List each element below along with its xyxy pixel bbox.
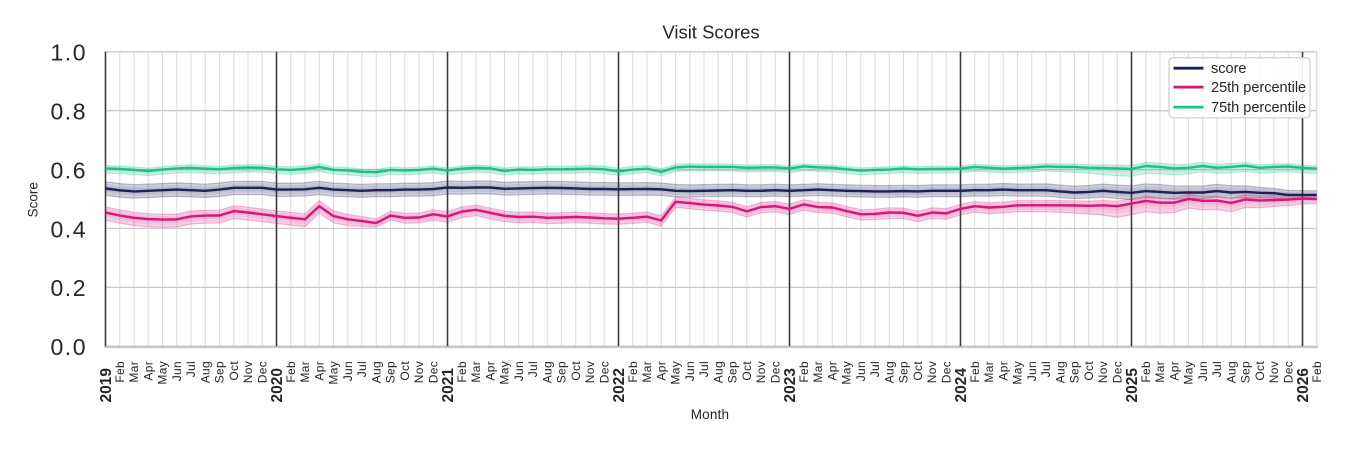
svg-text:Mar: Mar bbox=[298, 361, 312, 383]
svg-text:Mar: Mar bbox=[469, 361, 483, 383]
svg-text:2020: 2020 bbox=[269, 368, 286, 402]
svg-text:Jun: Jun bbox=[512, 361, 526, 381]
svg-text:Jun: Jun bbox=[854, 361, 868, 381]
svg-text:May: May bbox=[498, 361, 512, 385]
svg-text:Apr: Apr bbox=[996, 361, 1010, 381]
svg-text:Nov: Nov bbox=[241, 361, 255, 383]
svg-text:Oct: Oct bbox=[227, 361, 241, 381]
svg-text:Apr: Apr bbox=[312, 361, 326, 381]
svg-text:Aug: Aug bbox=[198, 361, 212, 383]
svg-text:Sep: Sep bbox=[213, 361, 227, 383]
svg-text:Oct: Oct bbox=[911, 361, 925, 381]
svg-text:Aug: Aug bbox=[369, 361, 383, 383]
svg-text:Apr: Apr bbox=[483, 361, 497, 381]
svg-text:Feb: Feb bbox=[626, 361, 640, 383]
svg-text:Nov: Nov bbox=[925, 361, 939, 383]
svg-text:Oct: Oct bbox=[569, 361, 583, 381]
svg-text:May: May bbox=[840, 361, 854, 385]
svg-text:Oct: Oct bbox=[1082, 361, 1096, 381]
svg-text:Jul: Jul bbox=[526, 361, 540, 377]
svg-text:Nov: Nov bbox=[412, 361, 426, 383]
svg-text:Dec: Dec bbox=[939, 361, 953, 383]
svg-text:2023: 2023 bbox=[782, 368, 799, 403]
svg-text:2021: 2021 bbox=[440, 368, 457, 403]
svg-text:Aug: Aug bbox=[540, 361, 554, 383]
svg-text:Jul: Jul bbox=[355, 361, 369, 377]
svg-text:Sep: Sep bbox=[555, 361, 569, 383]
svg-text:0.2: 0.2 bbox=[51, 275, 87, 301]
svg-text:Jun: Jun bbox=[683, 361, 697, 381]
svg-text:Sep: Sep bbox=[897, 361, 911, 383]
svg-text:2026: 2026 bbox=[1295, 368, 1312, 403]
svg-text:Sep: Sep bbox=[1239, 361, 1253, 383]
svg-text:Score: Score bbox=[26, 182, 41, 217]
svg-text:1.0: 1.0 bbox=[51, 40, 87, 66]
svg-text:Sep: Sep bbox=[384, 361, 398, 383]
svg-text:Dec: Dec bbox=[597, 361, 611, 383]
svg-text:Jul: Jul bbox=[868, 361, 882, 377]
svg-text:Feb: Feb bbox=[284, 361, 298, 383]
svg-text:Jun: Jun bbox=[341, 361, 355, 381]
svg-text:Nov: Nov bbox=[583, 361, 597, 383]
svg-text:0.0: 0.0 bbox=[51, 334, 87, 360]
svg-text:Sep: Sep bbox=[1068, 361, 1082, 383]
svg-text:Dec: Dec bbox=[1110, 361, 1124, 383]
svg-text:Jul: Jul bbox=[184, 361, 198, 377]
svg-text:Feb: Feb bbox=[113, 361, 127, 383]
svg-text:Dec: Dec bbox=[426, 361, 440, 383]
svg-text:Aug: Aug bbox=[882, 361, 896, 383]
svg-text:Jul: Jul bbox=[1210, 361, 1224, 377]
svg-text:Aug: Aug bbox=[1053, 361, 1067, 383]
svg-text:Aug: Aug bbox=[1224, 361, 1238, 383]
svg-text:Nov: Nov bbox=[754, 361, 768, 383]
svg-text:Oct: Oct bbox=[1253, 361, 1267, 381]
svg-text:May: May bbox=[669, 361, 683, 385]
svg-text:Oct: Oct bbox=[398, 361, 412, 381]
svg-text:75th percentile: 75th percentile bbox=[1211, 100, 1306, 116]
svg-text:Mar: Mar bbox=[811, 361, 825, 383]
svg-text:Jun: Jun bbox=[170, 361, 184, 381]
svg-text:Month: Month bbox=[691, 407, 730, 422]
svg-text:0.4: 0.4 bbox=[51, 216, 87, 242]
svg-text:score: score bbox=[1211, 61, 1246, 77]
svg-text:Feb: Feb bbox=[1139, 361, 1153, 383]
svg-text:Visit Scores: Visit Scores bbox=[662, 22, 759, 43]
svg-text:Sep: Sep bbox=[726, 361, 740, 383]
svg-text:May: May bbox=[1011, 361, 1025, 385]
svg-text:Dec: Dec bbox=[255, 361, 269, 383]
svg-text:Feb: Feb bbox=[797, 361, 811, 383]
svg-text:Nov: Nov bbox=[1096, 361, 1110, 383]
svg-text:Apr: Apr bbox=[654, 361, 668, 381]
svg-text:May: May bbox=[327, 361, 341, 385]
svg-text:May: May bbox=[156, 361, 170, 385]
svg-text:Jul: Jul bbox=[1039, 361, 1053, 377]
svg-text:Mar: Mar bbox=[1153, 361, 1167, 383]
svg-text:Jul: Jul bbox=[697, 361, 711, 377]
svg-text:Jun: Jun bbox=[1025, 361, 1039, 381]
svg-text:2022: 2022 bbox=[611, 368, 628, 402]
svg-text:0.6: 0.6 bbox=[51, 158, 87, 184]
svg-text:Apr: Apr bbox=[141, 361, 155, 381]
svg-text:Feb: Feb bbox=[455, 361, 469, 383]
svg-text:2025: 2025 bbox=[1124, 368, 1141, 403]
svg-text:25th percentile: 25th percentile bbox=[1211, 80, 1306, 96]
svg-text:2024: 2024 bbox=[953, 368, 970, 403]
svg-text:Dec: Dec bbox=[768, 361, 782, 383]
svg-text:Apr: Apr bbox=[825, 361, 839, 381]
svg-text:Oct: Oct bbox=[740, 361, 754, 381]
svg-text:Feb: Feb bbox=[968, 361, 982, 383]
svg-text:2019: 2019 bbox=[98, 368, 115, 403]
svg-text:Mar: Mar bbox=[127, 361, 141, 383]
svg-text:Mar: Mar bbox=[640, 361, 654, 383]
svg-text:Aug: Aug bbox=[711, 361, 725, 383]
svg-text:0.8: 0.8 bbox=[51, 99, 87, 125]
svg-text:Dec: Dec bbox=[1281, 361, 1295, 383]
svg-text:May: May bbox=[1182, 361, 1196, 385]
svg-text:Jun: Jun bbox=[1196, 361, 1210, 381]
svg-text:Nov: Nov bbox=[1267, 361, 1281, 383]
svg-text:Feb: Feb bbox=[1310, 361, 1324, 383]
svg-text:Apr: Apr bbox=[1167, 361, 1181, 381]
svg-text:Mar: Mar bbox=[982, 361, 996, 383]
